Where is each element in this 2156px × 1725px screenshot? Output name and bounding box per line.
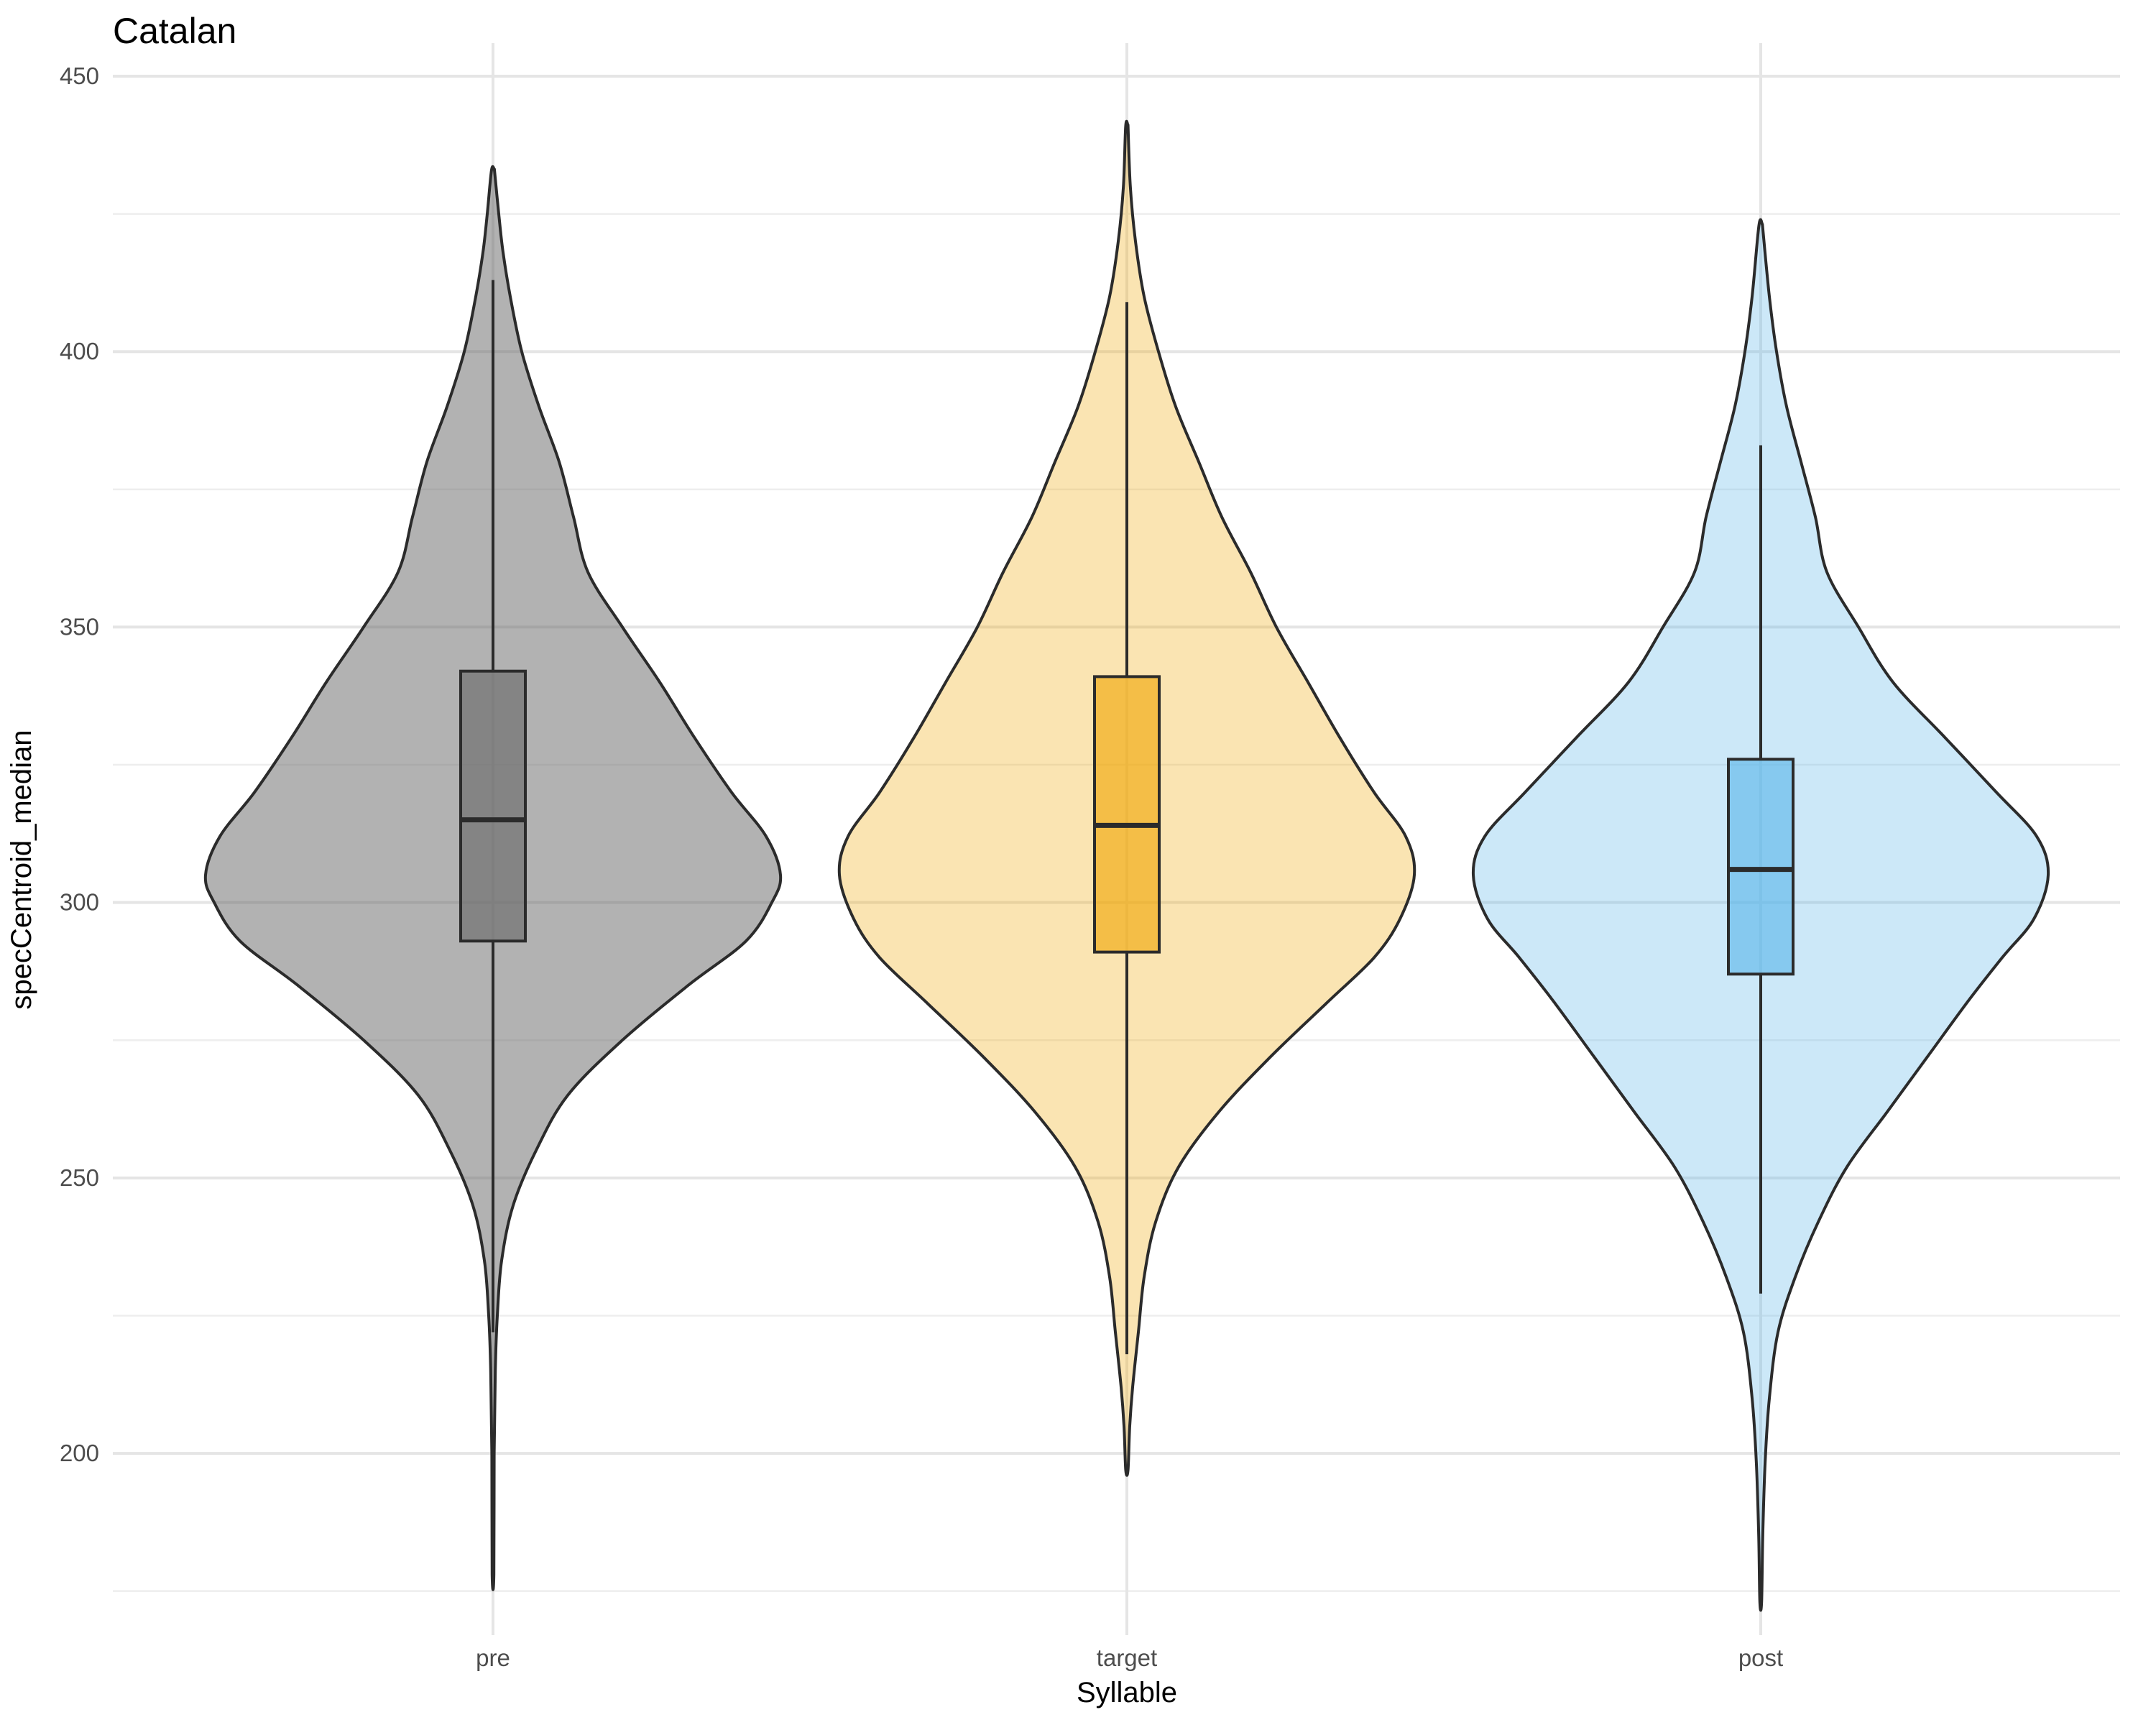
y-axis-title: specCentroid_median [6,730,37,1009]
chart-title: Catalan [113,11,236,51]
y-tick-label: 250 [60,1164,99,1191]
x-tick-label: post [1738,1644,1783,1671]
y-tick-label: 350 [60,613,99,640]
y-tick-label: 300 [60,889,99,916]
axes: 200 250 300 350 400 450 pre target post [60,63,1783,1671]
x-tick-label: target [1097,1644,1157,1671]
y-tick-label: 200 [60,1440,99,1466]
y-tick-label: 400 [60,338,99,364]
x-tick-label: pre [476,1644,510,1671]
x-axis-title: Syllable [1077,1677,1177,1708]
box-target [1093,675,1161,954]
box-post [1727,758,1795,976]
box-pre [459,669,527,943]
y-tick-label: 450 [60,63,99,89]
boxplots [459,280,1795,1355]
